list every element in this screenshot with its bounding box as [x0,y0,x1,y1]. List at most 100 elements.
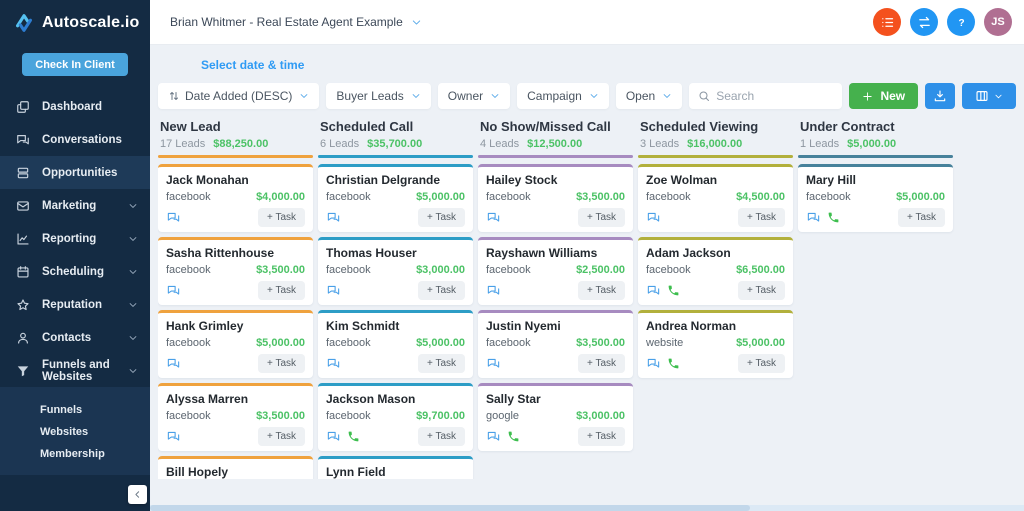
add-task-button[interactable]: + Task [578,354,625,373]
sidebar-subitem-websites[interactable]: Websites [0,421,150,443]
sidebar-item-funnels-and-websites[interactable]: Funnels and Websites [0,354,150,387]
card-message-action[interactable] [326,284,341,297]
card-message-action[interactable] [166,430,181,443]
opportunity-card[interactable]: Mary Hill facebook $5,000.00 + Task [798,164,953,232]
chat-bubbles-icon [487,358,500,368]
opportunity-card[interactable]: Kim Schmidt facebook $5,000.00 + Task [318,310,473,378]
add-task-button[interactable]: + Task [738,281,785,300]
column-cards: Zoe Wolman facebook $4,500.00 + Task Ada… [638,164,793,378]
add-task-button[interactable]: + Task [738,208,785,227]
import-button[interactable] [925,83,955,109]
opportunity-card[interactable]: Christian Delgrande facebook $5,000.00 +… [318,164,473,232]
sidebar-item-label: Scheduling [42,265,104,278]
sidebar-item-contacts[interactable]: Contacts [0,321,150,354]
check-in-client-button[interactable]: Check In Client [22,53,128,76]
task-list-button[interactable] [873,8,901,36]
card-message-action[interactable] [646,284,661,297]
board-view-toggle[interactable] [961,83,1016,109]
switch-account-button[interactable] [910,8,938,36]
add-task-button[interactable]: + Task [418,354,465,373]
add-task-button[interactable]: + Task [418,427,465,446]
card-message-action[interactable] [486,211,501,224]
horizontal-scrollbar[interactable] [150,505,1024,511]
add-task-button[interactable]: + Task [258,354,305,373]
account-selector[interactable]: Brian Whitmer - Real Estate Agent Exampl… [170,15,422,29]
opportunity-card[interactable]: Zoe Wolman facebook $4,500.00 + Task [638,164,793,232]
add-task-button[interactable]: + Task [898,208,945,227]
search-box [689,83,843,109]
add-task-button[interactable]: + Task [738,354,785,373]
card-contact-name: Sally Star [486,392,541,406]
opportunity-card[interactable]: Hailey Stock facebook $3,500.00 + Task [478,164,633,232]
card-message-action[interactable] [486,357,501,370]
card-message-action[interactable] [326,357,341,370]
filter-dropdown-open[interactable]: Open [615,83,683,109]
avatar[interactable]: JS [984,8,1012,36]
card-message-action[interactable] [486,430,501,443]
add-task-button[interactable]: + Task [578,427,625,446]
opportunity-card[interactable]: Andrea Norman website $5,000.00 + Task [638,310,793,378]
sidebar-subitem-membership[interactable]: Membership [0,443,150,465]
sidebar-item-scheduling[interactable]: Scheduling [0,255,150,288]
add-task-button[interactable]: + Task [578,281,625,300]
opportunity-card[interactable]: Sally Star google $3,000.00 + Task [478,383,633,451]
card-call-action[interactable] [347,430,360,443]
opportunity-card[interactable]: Lynn Field website $8,000.00 + Task [318,456,473,479]
horizontal-scrollbar-thumb[interactable] [150,505,750,511]
opportunity-card[interactable]: Bill Hopely facebook $7,500.00 + Task [158,456,313,479]
add-task-button[interactable]: + Task [418,208,465,227]
logo[interactable]: Autoscale.io [0,0,150,45]
add-task-button[interactable]: + Task [578,208,625,227]
new-opportunity-button[interactable]: New [849,83,919,109]
card-message-action[interactable] [326,430,341,443]
card-message-action[interactable] [166,357,181,370]
add-task-button[interactable]: + Task [418,281,465,300]
opportunity-card[interactable]: Thomas Houser facebook $3,000.00 + Task [318,237,473,305]
card-message-action[interactable] [646,357,661,370]
sidebar-item-opportunities[interactable]: Opportunities [0,156,150,189]
select-date-time-link[interactable]: Select date & time [201,58,305,72]
card-message-action[interactable] [806,211,821,224]
card-message-action[interactable] [646,211,661,224]
sidebar-collapse-button[interactable] [128,485,147,504]
opportunity-card[interactable]: Hank Grimley facebook $5,000.00 + Task [158,310,313,378]
opportunity-card[interactable]: Sasha Rittenhouse facebook $3,500.00 + T… [158,237,313,305]
card-message-action[interactable] [326,211,341,224]
filter-dropdown-owner[interactable]: Owner [437,83,511,109]
add-task-button[interactable]: + Task [258,427,305,446]
help-button[interactable]: ? [947,8,975,36]
column-cards: Hailey Stock facebook $3,500.00 + Task R… [478,164,633,451]
card-message-action[interactable] [166,211,181,224]
search-input[interactable] [716,89,834,103]
filter-dropdown-buyer-leads[interactable]: Buyer Leads [326,83,431,109]
card-call-action[interactable] [827,211,840,224]
sidebar-item-reporting[interactable]: Reporting [0,222,150,255]
add-task-button[interactable]: + Task [258,281,305,300]
card-message-action[interactable] [166,284,181,297]
chat-bubbles-icon [327,431,340,441]
add-task-button[interactable]: + Task [258,208,305,227]
opportunity-card[interactable]: Jackson Mason facebook $9,700.00 + Task [318,383,473,451]
plus-icon [863,91,873,101]
sidebar-subitem-funnels[interactable]: Funnels [0,399,150,421]
opportunity-card[interactable]: Justin Nyemi facebook $3,500.00 + Task [478,310,633,378]
card-contact-name: Lynn Field [326,465,386,479]
opportunity-card[interactable]: Rayshawn Williams facebook $2,500.00 + T… [478,237,633,305]
card-lead-value: $6,500.00 [736,264,785,276]
card-call-action[interactable] [667,284,680,297]
sidebar-item-reputation[interactable]: Reputation [0,288,150,321]
column-lead-count: 3 Leads [640,138,680,150]
chat-bubbles-icon [327,212,340,222]
opportunity-card[interactable]: Adam Jackson facebook $6,500.00 + Task [638,237,793,305]
card-call-action[interactable] [507,430,520,443]
sort-dropdown[interactable]: Date Added (DESC) [158,83,320,109]
sidebar-item-conversations[interactable]: Conversations [0,123,150,156]
filter-dropdown-campaign[interactable]: Campaign [517,83,609,109]
sidebar-item-marketing[interactable]: Marketing [0,189,150,222]
sidebar-item-dashboard[interactable]: Dashboard [0,90,150,123]
card-call-action[interactable] [667,357,680,370]
opportunity-card[interactable]: Jack Monahan facebook $4,000.00 + Task [158,164,313,232]
sort-label: Date Added (DESC) [185,89,293,103]
opportunity-card[interactable]: Alyssa Marren facebook $3,500.00 + Task [158,383,313,451]
card-message-action[interactable] [486,284,501,297]
